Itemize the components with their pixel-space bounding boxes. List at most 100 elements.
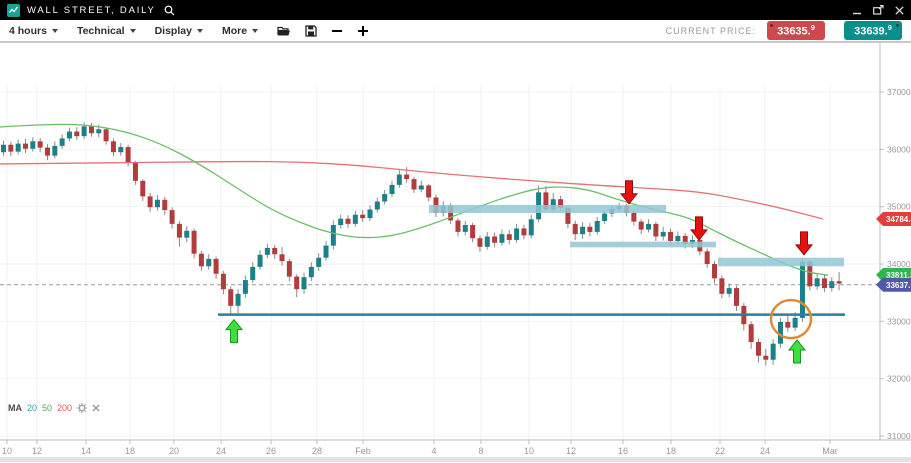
candle-down xyxy=(360,214,366,219)
candle-up xyxy=(308,266,314,278)
candle-up xyxy=(330,225,336,246)
date-axis-label: 12 xyxy=(566,446,576,456)
candle-down xyxy=(228,289,234,306)
candle-up xyxy=(602,213,608,221)
candle-down xyxy=(631,212,637,222)
candlestick-chart[interactable]: 37000 36000 35000 34000 33000 32000 31000 10 12 1… xyxy=(0,43,911,462)
buy-price-button[interactable]: 33639.9 xyxy=(844,20,902,41)
minimize-icon[interactable] xyxy=(853,6,862,15)
sell-price-value: 33635. xyxy=(777,25,811,38)
candle-up xyxy=(235,293,241,306)
date-axis-label: 18 xyxy=(666,446,676,456)
current-price-label: CURRENT PRICE: xyxy=(665,25,756,36)
candle-down xyxy=(719,278,725,294)
popout-icon[interactable] xyxy=(873,5,884,15)
timeframe-menu-label: 4 hours xyxy=(9,24,47,37)
candle-up xyxy=(484,236,490,247)
candle-down xyxy=(169,210,175,224)
more-menu-label: More xyxy=(221,24,248,37)
save-icon[interactable] xyxy=(305,24,317,37)
gear-icon[interactable] xyxy=(77,403,88,413)
candle-up xyxy=(154,199,160,208)
candle-up xyxy=(323,245,329,258)
axis-price-badge-value: 33811.3 xyxy=(886,271,911,280)
candle-down xyxy=(712,264,718,279)
candle-down xyxy=(88,126,94,134)
candle-up xyxy=(367,209,373,219)
candle-down xyxy=(22,143,28,149)
ma-period-50: 50 xyxy=(42,403,53,413)
candle-down xyxy=(140,180,146,197)
zoom-out-icon[interactable] xyxy=(331,25,343,37)
candle-up xyxy=(352,214,358,224)
axis-price-badge-value: 34784.5 xyxy=(886,215,911,224)
sell-signal-arrow xyxy=(619,180,639,205)
candle-down xyxy=(543,192,549,210)
candle-down xyxy=(125,147,131,163)
candle-up xyxy=(792,317,798,328)
date-axis-label: 26 xyxy=(266,446,276,456)
candle-down xyxy=(110,141,116,153)
candle-down xyxy=(668,231,674,242)
sell-signal-arrow xyxy=(689,216,709,241)
price-axis-label: 37000 xyxy=(887,87,911,97)
axis-price-badge xyxy=(876,277,911,292)
display-menu[interactable]: Display xyxy=(155,25,203,37)
candle-up xyxy=(396,174,402,185)
candle-down xyxy=(147,196,153,208)
close-icon[interactable] xyxy=(895,5,904,15)
candle-up xyxy=(514,228,520,240)
ma-indicator-chip: MA 20 50 200 xyxy=(8,403,100,413)
candle-down xyxy=(103,129,109,142)
candle-up xyxy=(646,223,652,230)
chevron-down-icon xyxy=(51,28,58,33)
candle-down xyxy=(763,355,769,360)
axis-price-badge xyxy=(876,212,911,227)
buy-signal-arrow xyxy=(787,339,807,364)
candle-up xyxy=(814,278,820,287)
technical-menu-label: Technical xyxy=(76,24,125,37)
axis-price-badge-value: 33637.9 xyxy=(886,281,911,290)
search-icon[interactable] xyxy=(164,5,175,16)
candle-up xyxy=(30,141,36,149)
date-axis-label: 22 xyxy=(715,446,725,456)
candle-down xyxy=(74,131,80,137)
candle-down xyxy=(272,247,278,255)
candle-up xyxy=(250,266,256,281)
date-axis-label: Feb xyxy=(355,446,371,456)
candle-up xyxy=(264,247,270,255)
candle-up xyxy=(59,138,65,146)
sell-signal-arrow xyxy=(794,231,814,256)
technical-menu[interactable]: Technical xyxy=(77,25,136,37)
ma-period-200: 200 xyxy=(57,403,73,413)
date-axis-label: 8 xyxy=(478,446,483,456)
highlight-circle xyxy=(769,298,813,340)
sell-price-button[interactable]: 33635.9 xyxy=(767,20,825,41)
candle-up xyxy=(462,225,468,232)
candle-down xyxy=(198,253,204,267)
candle-up xyxy=(374,201,380,210)
buy-price-pip: 9 xyxy=(887,22,892,32)
candle-up xyxy=(184,230,190,238)
open-folder-icon[interactable] xyxy=(277,25,291,37)
candle-up xyxy=(66,131,72,139)
timeframe-menu[interactable]: 4 hours xyxy=(9,25,58,37)
candle-down xyxy=(44,147,50,156)
candle-down xyxy=(785,321,791,328)
candle-up xyxy=(338,218,344,226)
candle-down xyxy=(191,230,197,254)
candle-down xyxy=(492,236,498,243)
candle-up xyxy=(389,184,395,195)
candle-up xyxy=(550,199,556,210)
candle-down xyxy=(734,288,739,306)
zoom-in-icon[interactable] xyxy=(357,25,369,37)
more-menu[interactable]: More xyxy=(221,24,259,37)
chevron-down-icon xyxy=(129,28,136,33)
candle-down xyxy=(345,218,351,224)
date-axis-label: 4 xyxy=(431,446,436,456)
price-axis-label: 32000 xyxy=(887,374,911,384)
price-axis-label: 35000 xyxy=(887,202,911,212)
remove-indicator-icon[interactable] xyxy=(92,404,100,412)
resistance-zone xyxy=(570,241,716,248)
